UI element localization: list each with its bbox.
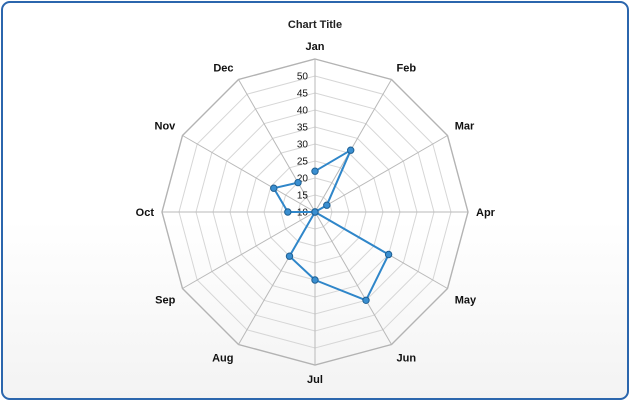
tick-label: 40: [297, 106, 309, 117]
category-labels: Jan Feb Mar Apr May Jun Jul Aug Sep Oct Nov Dec: [136, 41, 496, 386]
category-label-mar: Mar: [455, 121, 475, 133]
series-layer: [270, 146, 393, 304]
spoke: [314, 79, 392, 213]
category-label-oct: Oct: [136, 207, 155, 219]
data-point-jul: [311, 276, 319, 284]
tick-label: 45: [297, 89, 309, 100]
category-label-may: May: [455, 295, 477, 307]
category-label-feb: Feb: [397, 62, 417, 74]
radar-spokes: [162, 59, 468, 365]
category-label-sep: Sep: [155, 295, 175, 307]
category-label-aug: Aug: [212, 353, 233, 365]
spoke: [314, 211, 392, 345]
data-point-sep: [311, 208, 319, 216]
category-label-jan: Jan: [306, 41, 325, 53]
data-point-feb: [347, 146, 355, 154]
data-point-jan: [311, 167, 319, 175]
category-label-dec: Dec: [213, 62, 233, 74]
category-label-jul: Jul: [307, 374, 323, 386]
tick-label: 30: [297, 140, 309, 151]
category-label-jun: Jun: [397, 353, 417, 365]
data-point-oct: [284, 208, 292, 216]
series-line: [272, 149, 390, 302]
data-point-jun: [362, 296, 370, 304]
chart-title: Chart Title: [287, 19, 343, 31]
category-label-apr: Apr: [476, 207, 496, 219]
data-point-mar: [323, 201, 331, 209]
data-point-aug: [285, 252, 294, 260]
tick-label: 50: [297, 72, 309, 83]
category-label-nov: Nov: [155, 121, 177, 133]
tick-label: 25: [297, 157, 309, 168]
tick-label: 15: [297, 191, 309, 202]
data-point-dec: [294, 178, 302, 187]
spoke: [314, 135, 448, 213]
spoke: [182, 135, 316, 213]
data-point-may: [384, 250, 393, 259]
data-point-nov: [270, 184, 278, 192]
tick-label: 35: [297, 123, 309, 134]
spoke: [238, 79, 316, 213]
spoke: [182, 211, 316, 289]
tick-label: 20: [297, 174, 309, 185]
